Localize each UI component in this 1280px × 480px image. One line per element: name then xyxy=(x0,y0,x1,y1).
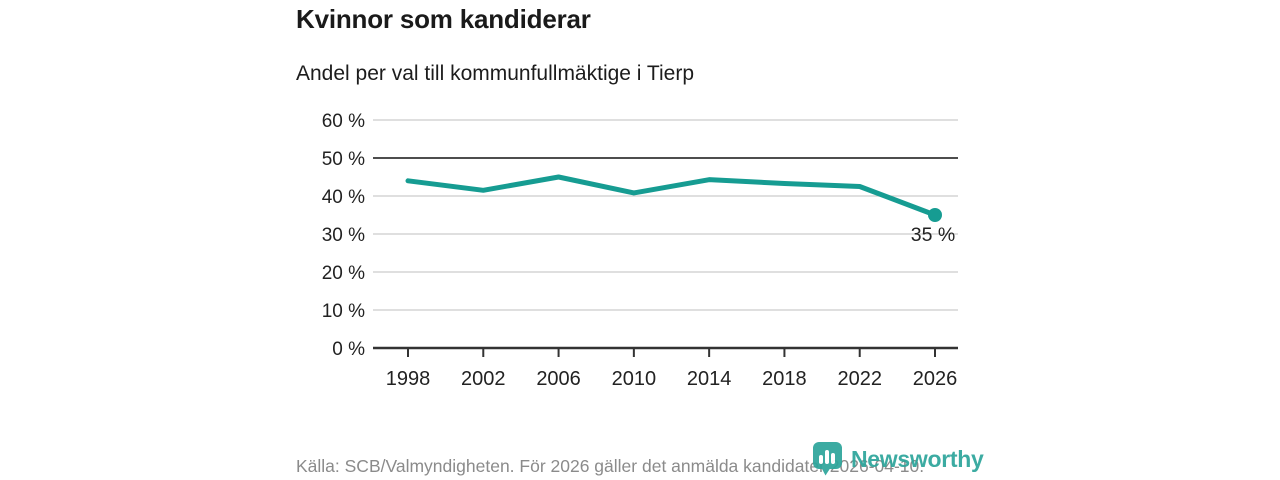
chart-subtitle: Andel per val till kommunfullmäktige i T… xyxy=(296,62,694,85)
x-tick-label: 2026 xyxy=(913,368,958,390)
y-tick-label: 40 % xyxy=(322,187,365,208)
y-tick-label: 10 % xyxy=(322,301,365,322)
y-tick-label: 50 % xyxy=(322,149,365,170)
end-value-label: 35 % xyxy=(911,224,955,246)
x-tick-label: 2014 xyxy=(687,368,732,390)
page-title: Kvinnor som kandiderar xyxy=(296,4,591,34)
x-tick-label: 2006 xyxy=(536,368,581,390)
source-note: Källa: SCB/Valmyndigheten. För 2026 gäll… xyxy=(296,456,925,476)
y-tick-label: 20 % xyxy=(322,263,365,284)
newsworthy-logo-text: Newsworthy xyxy=(851,445,984,472)
y-tick-label: 30 % xyxy=(322,225,365,246)
newsworthy-logo-icon xyxy=(813,442,842,476)
end-point-marker xyxy=(928,208,942,222)
data-line xyxy=(405,174,938,218)
x-tick-label: 2002 xyxy=(461,368,506,390)
line-chart: 0 % 10 % 20 % 30 % 40 % 50 % 60 % 1998 2002 2006 2… xyxy=(322,111,958,390)
x-tick-label: 2022 xyxy=(837,368,882,390)
x-tick-label: 2010 xyxy=(612,368,657,390)
x-tick-label: 1998 xyxy=(386,368,431,390)
y-tick-label: 60 % xyxy=(322,111,365,132)
x-tick-label: 2018 xyxy=(762,368,807,390)
y-tick-label: 0 % xyxy=(332,339,365,360)
newsworthy-logo: Newsworthy xyxy=(812,441,984,477)
